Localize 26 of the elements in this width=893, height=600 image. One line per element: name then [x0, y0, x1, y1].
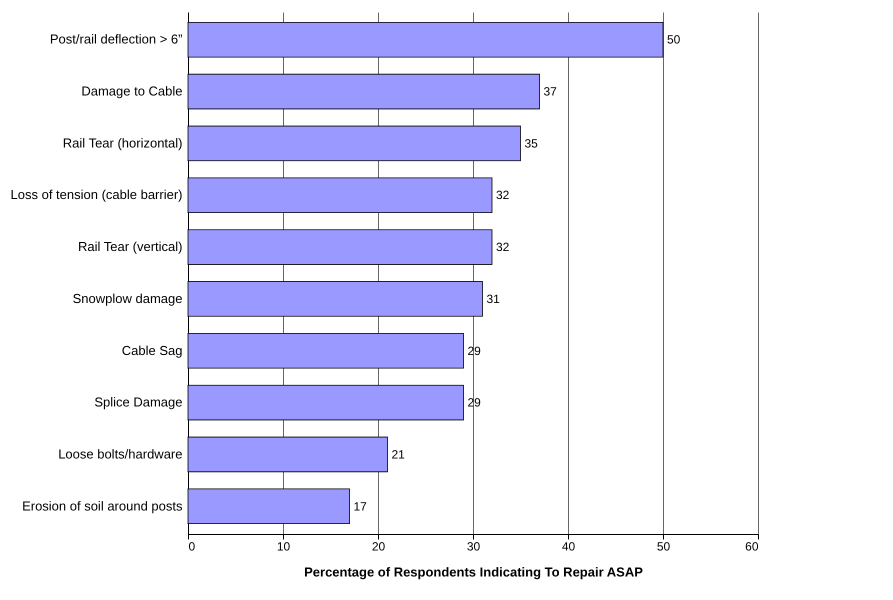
x-tick-label: 0 — [188, 540, 196, 554]
y-tick-label: Loss of tension (cable barrier) — [10, 187, 182, 202]
y-tick-label: Loose bolts/hardware — [58, 446, 182, 462]
y-tick-label: Rail Tear (vertical) — [78, 239, 182, 254]
data-label: 32 — [496, 240, 510, 254]
data-label: 21 — [392, 447, 406, 462]
x-tick-label: 40 — [562, 540, 576, 554]
data-label: 31 — [486, 292, 500, 306]
data-label: 50 — [667, 32, 681, 47]
y-tick-label: Rail Tear (horizontal) — [62, 135, 182, 150]
data-label: 17 — [354, 499, 368, 514]
x-tick-label: 10 — [276, 540, 290, 554]
x-tick-label: 60 — [745, 540, 759, 554]
data-label: 35 — [524, 136, 538, 150]
y-tick-label: Splice Damage — [94, 394, 182, 410]
x-tick-label: 30 — [466, 540, 480, 554]
x-tick-label: 20 — [372, 540, 386, 554]
y-tick-label: Damage to Cable — [81, 84, 182, 99]
y-tick-label: Cable Sag — [122, 342, 182, 358]
y-tick-label: Erosion of soil around posts — [22, 498, 183, 514]
y-tick-label: Post/rail deflection > 6” — [50, 32, 182, 47]
data-label: 32 — [496, 188, 510, 202]
x-axis-title: Percentage of Respondents Indicating To Repair ASAP — [304, 564, 644, 580]
y-tick-label: Snowplow damage — [72, 290, 182, 306]
data-label: 37 — [544, 84, 558, 99]
x-tick-label: 50 — [656, 540, 670, 554]
